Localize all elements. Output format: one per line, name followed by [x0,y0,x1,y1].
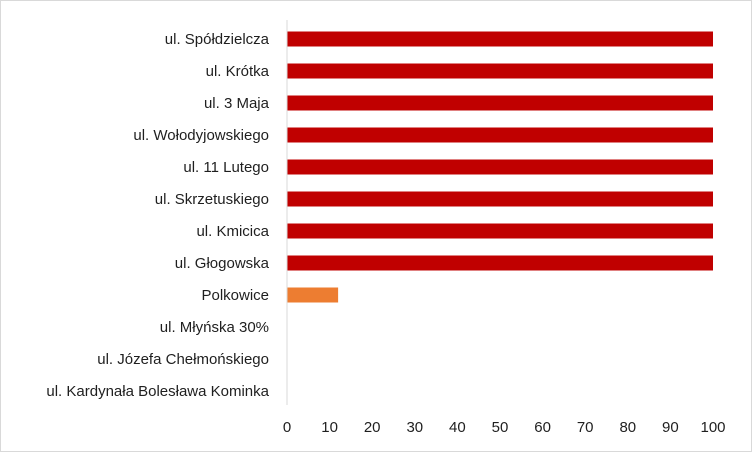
category-label: ul. Spółdzielcza [165,31,270,48]
bar [287,159,713,175]
x-tick-labels: 0 10 20 30 40 50 60 70 80 90 100 [283,419,726,436]
x-tick-label: 20 [364,419,381,436]
category-label: ul. Kmicica [196,223,269,240]
bar [287,255,713,271]
x-tick-label: 10 [321,419,338,436]
category-label: ul. Głogowska [175,255,270,272]
category-label: ul. Krótka [206,63,270,80]
bars-group [287,31,713,303]
x-tick-label: 80 [619,419,636,436]
x-tick-label: 100 [700,419,725,436]
category-label: ul. Józefa Chełmońskiego [97,351,269,368]
category-label: ul. Skrzetuskiego [155,191,269,208]
x-tick-label: 60 [534,419,551,436]
bar [287,95,713,111]
category-label: Polkowice [201,287,269,304]
x-tick-label: 30 [406,419,423,436]
bar [287,287,339,303]
x-tick-label: 40 [449,419,466,436]
x-tick-label: 70 [577,419,594,436]
x-tick-label: 0 [283,419,291,436]
category-label: ul. 3 Maja [204,95,270,112]
category-label: ul. Kardynała Bolesława Kominka [46,383,269,400]
bar [287,127,713,143]
x-tick-label: 50 [492,419,509,436]
x-tick-label: 90 [662,419,679,436]
category-label: ul. Wołodyjowskiego [133,127,269,144]
category-label: ul. Młyńska 30% [160,319,269,336]
bar [287,31,713,47]
bar [287,63,713,79]
bar [287,223,713,239]
category-label: ul. 11 Lutego [183,159,269,176]
category-labels: ul. Spółdzielcza ul. Krótka ul. 3 Maja ul. … [46,31,269,400]
bar [287,191,713,207]
